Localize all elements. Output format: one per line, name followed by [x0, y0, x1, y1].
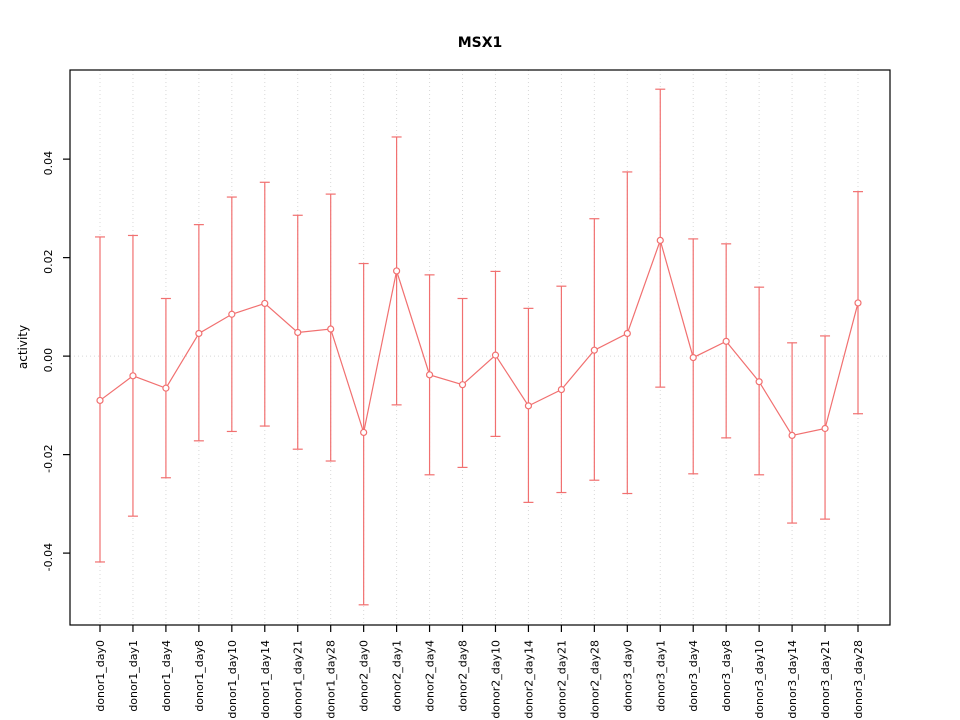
x-tick-label: donor3_day10 — [753, 640, 766, 719]
plot-border — [69, 69, 891, 626]
x-tick-label: donor2_day0 — [358, 640, 371, 712]
data-point — [261, 299, 269, 308]
y-tick-label: 0.00 — [42, 348, 55, 373]
x-tick-label: donor1_day21 — [292, 640, 305, 719]
x-tick-label: donor3_day28 — [852, 640, 865, 719]
x-tick-label: donor3_day14 — [786, 640, 799, 719]
x-tick-label: donor3_day4 — [687, 640, 700, 712]
x-tick-label: donor1_day0 — [94, 640, 107, 712]
x-tick-label: donor3_day0 — [621, 640, 634, 712]
x-tick-label: donor2_day1 — [391, 640, 404, 712]
y-axis-label: activity — [16, 325, 30, 369]
data-point — [689, 353, 697, 362]
x-tick-label: donor3_day1 — [654, 640, 667, 712]
x-tick-label: donor2_day28 — [588, 640, 601, 719]
data-point — [656, 236, 664, 244]
data-point — [393, 267, 401, 275]
data-point — [854, 299, 862, 307]
data-point — [425, 371, 434, 379]
data-point — [788, 431, 796, 440]
y-tick-label: 0.02 — [42, 249, 55, 274]
data-point — [722, 337, 730, 345]
data-point — [590, 346, 598, 354]
data-point — [623, 329, 631, 338]
x-tick-label: donor1_day28 — [325, 640, 338, 719]
series-line — [99, 238, 859, 437]
data-point — [294, 328, 302, 337]
data-point — [327, 325, 335, 333]
x-tick-label: donor1_day4 — [160, 640, 173, 712]
y-tick-label: -0.02 — [42, 444, 55, 472]
data-point — [228, 310, 236, 318]
data-point — [96, 396, 104, 405]
x-tick-label: donor2_day14 — [522, 640, 535, 719]
y-tick-label: 0.04 — [42, 151, 55, 176]
x-tick-label: donor2_day4 — [424, 640, 437, 712]
data-point — [162, 384, 170, 392]
data-point — [129, 372, 137, 380]
data-point — [524, 402, 533, 410]
x-tick-label: donor3_day8 — [720, 640, 733, 712]
x-tick-label: donor1_day1 — [127, 640, 140, 712]
y-tick-label: -0.04 — [42, 543, 55, 571]
x-tick-label: donor1_day14 — [259, 640, 272, 719]
x-tick-label: donor2_day10 — [489, 640, 502, 719]
data-point — [195, 329, 203, 338]
x-tick-label: donor3_day21 — [819, 640, 832, 719]
data-point — [821, 424, 829, 433]
data-point — [458, 381, 467, 389]
x-tick-label: donor1_day10 — [226, 640, 239, 719]
x-tick-label: donor2_day21 — [555, 640, 568, 719]
chart-title: MSX1 — [458, 35, 503, 51]
plot-area: -0.04 -0.02 0.00 0.02 0.04 donor1_day0 donor1_… — [42, 69, 891, 719]
data-point — [360, 428, 368, 437]
x-tick-label: donor1_day8 — [193, 640, 206, 712]
x-tick-label: donor2_day8 — [457, 640, 470, 712]
data-point — [491, 351, 500, 359]
data-point — [557, 386, 565, 394]
data-point — [755, 378, 763, 386]
